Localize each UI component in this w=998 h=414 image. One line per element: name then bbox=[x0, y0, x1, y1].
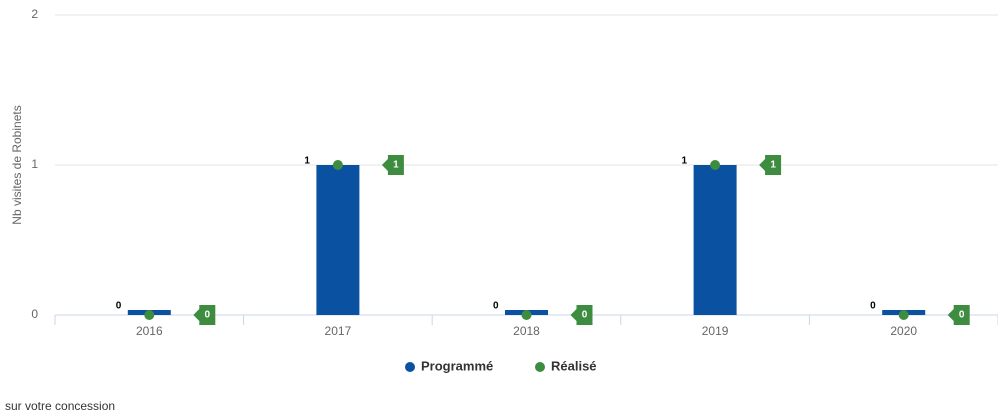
bar-value-label: 0 bbox=[493, 301, 499, 312]
callout bbox=[947, 305, 970, 325]
callout bbox=[193, 305, 216, 325]
x-tick-label: 2020 bbox=[890, 324, 917, 338]
x-tick-label: 2018 bbox=[513, 324, 540, 338]
x-tick-label: 2017 bbox=[325, 324, 352, 338]
legend-label: Programmé bbox=[421, 358, 493, 373]
bar-value-label: 0 bbox=[116, 301, 122, 312]
callout bbox=[381, 155, 404, 175]
bar-value-label: 1 bbox=[304, 156, 310, 167]
dot-value-label: 0 bbox=[205, 310, 211, 321]
callout bbox=[570, 305, 593, 325]
bar bbox=[316, 165, 360, 315]
dot bbox=[898, 310, 909, 320]
y-tick-label: 1 bbox=[31, 157, 38, 171]
dot bbox=[710, 160, 721, 170]
dot bbox=[144, 310, 155, 320]
legend-marker bbox=[535, 362, 545, 372]
x-tick-label: 2016 bbox=[136, 324, 163, 338]
bar-value-label: 0 bbox=[870, 301, 876, 312]
legend-label: Réalisé bbox=[551, 358, 597, 373]
y-axis-label: Nb visites de Robinets bbox=[10, 105, 24, 224]
dot-value-label: 1 bbox=[770, 160, 776, 171]
dot-value-label: 1 bbox=[393, 160, 399, 171]
legend-marker bbox=[405, 362, 415, 372]
dot-value-label: 0 bbox=[582, 310, 588, 321]
bar bbox=[693, 165, 737, 315]
y-tick-label: 2 bbox=[31, 7, 38, 21]
dot bbox=[521, 310, 532, 320]
bar-value-label: 1 bbox=[682, 156, 688, 167]
x-tick-label: 2019 bbox=[702, 324, 729, 338]
dot bbox=[332, 160, 343, 170]
dot-value-label: 0 bbox=[959, 310, 965, 321]
y-tick-label: 0 bbox=[31, 307, 38, 321]
callout bbox=[759, 155, 782, 175]
caption: sur votre concession bbox=[5, 399, 115, 413]
